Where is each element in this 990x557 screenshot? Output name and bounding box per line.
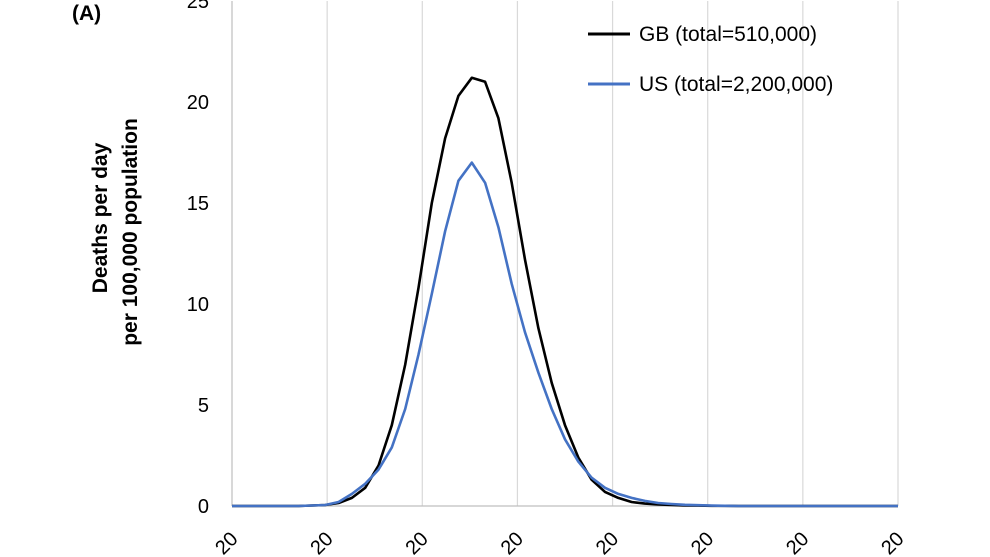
legend-label-gb: GB (total=510,000) [639, 23, 817, 46]
legend: GB (total=510,000) US (total=2,200,000) [588, 23, 833, 96]
y-tick-labels: 0 5 10 15 20 25 [187, 0, 209, 518]
x-tick-label-0: 20 [211, 528, 242, 557]
x-tick-label-7: 20 [877, 528, 908, 557]
legend-label-us: US (total=2,200,000) [639, 73, 833, 96]
y-axis-label: Deaths per day per 100,000 population [89, 118, 142, 346]
x-tick-label-3: 20 [497, 528, 528, 557]
panel-label: (A) [72, 2, 101, 25]
y-tick-label-15: 15 [187, 193, 209, 215]
y-tick-label-10: 10 [187, 294, 209, 316]
y-axis-label-line2: per 100,000 population [119, 118, 142, 346]
x-tick-label-1: 20 [306, 528, 337, 557]
series-lines [232, 76, 898, 508]
y-axis-label-line1: Deaths per day [89, 142, 112, 293]
series-line-us [232, 161, 898, 508]
x-tick-label-4: 20 [592, 528, 623, 557]
y-tick-label-25: 25 [187, 0, 209, 13]
x-tick-label-6: 20 [782, 528, 813, 557]
y-tick-label-0: 0 [198, 496, 209, 518]
y-tick-label-20: 20 [187, 92, 209, 114]
x-tick-label-5: 20 [687, 528, 718, 557]
x-tick-labels: 20 20 20 20 20 20 20 20 [211, 528, 908, 557]
x-tick-label-2: 20 [402, 528, 433, 557]
y-tick-label-5: 5 [198, 395, 209, 417]
